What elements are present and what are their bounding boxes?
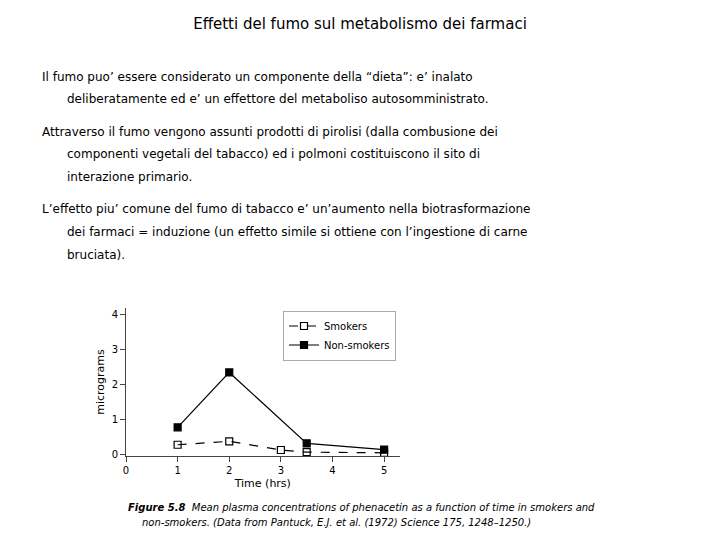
svg-text:Attraverso il fumo vengono ass: Attraverso il fumo vengono assunti prodo…: [42, 125, 498, 139]
svg-text:4: 4: [112, 309, 118, 320]
svg-text:3: 3: [112, 344, 118, 355]
svg-text:Il fumo puo’ essere considerat: Il fumo puo’ essere considerato un compo…: [42, 70, 473, 84]
svg-text:dei farmaci = induzione (un ef: dei farmaci = induzione (un effetto simi…: [67, 225, 527, 239]
svg-text:Figure 5.8 Mean plasma concen: Figure 5.8 Mean plasma concentrations of…: [128, 502, 595, 513]
svg-text:Non-smokers: Non-smokers: [324, 340, 390, 351]
svg-text:3: 3: [278, 465, 284, 476]
svg-text:micrograms: micrograms: [94, 349, 107, 415]
svg-text:L’effetto piu’ comune del fumo: L’effetto piu’ comune del fumo di tabacc…: [42, 202, 530, 216]
svg-text:1: 1: [112, 414, 118, 425]
svg-text:5: 5: [381, 465, 387, 476]
svg-text:Effetti del fumo sul metabolis: Effetti del fumo sul metabolismo dei far…: [193, 15, 527, 33]
svg-text:4: 4: [329, 465, 335, 476]
svg-text:Time (hrs): Time (hrs): [234, 477, 291, 490]
svg-text:non-smokers. (Data from Pantuc: non-smokers. (Data from Pantuck, E.J. et…: [142, 517, 531, 528]
svg-text:componenti vegetali del tabacc: componenti vegetali del tabacco) ed i po…: [67, 147, 480, 161]
svg-text:2: 2: [112, 379, 118, 390]
svg-text:Smokers: Smokers: [324, 321, 367, 332]
svg-text:bruciata).: bruciata).: [67, 248, 125, 262]
svg-text:0: 0: [123, 465, 129, 476]
svg-text:0: 0: [112, 449, 118, 460]
svg-text:1: 1: [174, 465, 180, 476]
svg-text:deliberatamente ed e’ un effet: deliberatamente ed e’ un effettore del m…: [67, 92, 489, 106]
svg-text:interazione primario.: interazione primario.: [67, 170, 192, 184]
svg-text:2: 2: [226, 465, 232, 476]
